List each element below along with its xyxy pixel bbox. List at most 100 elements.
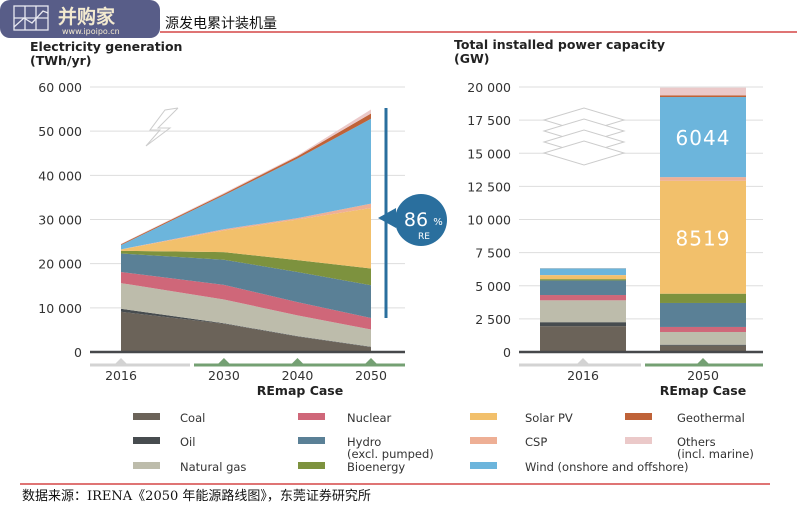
- y-tick-label: 0: [503, 345, 511, 360]
- timeline-marker: [114, 358, 128, 365]
- area-nuclear: [121, 272, 371, 330]
- legend-label: Natural gas: [180, 460, 246, 474]
- legend-label: Others: [677, 435, 716, 449]
- legend-label: CSP: [525, 435, 547, 449]
- layers-icon: [542, 140, 626, 166]
- legend-label-sub: (excl. pumped): [347, 447, 434, 461]
- timeline-marker: [290, 358, 305, 365]
- bar-segment-oil: [660, 344, 746, 346]
- lightning-icon: [145, 107, 179, 147]
- legend-swatch-coal: [133, 413, 160, 420]
- y-tick-label: 50 000: [38, 124, 82, 139]
- y-tick-label: 10 000: [38, 301, 82, 316]
- y-tick-label: 15 000: [467, 146, 511, 161]
- legend-swatch-nuclear: [298, 413, 325, 420]
- right-chart-title: Total installed power capacity: [454, 37, 665, 52]
- x-tick-label: 2050: [355, 368, 387, 383]
- bar-segment-hydro-excl-pumped: [540, 280, 626, 296]
- bar-segment-geothermal: [660, 95, 746, 98]
- re-bubble-pointer: [378, 208, 396, 228]
- area-hydro-excl-pumped: [121, 253, 371, 318]
- legend-label: Wind (onshore and offshore): [525, 460, 689, 474]
- bar-segment-solar-pv: [540, 275, 626, 280]
- bar-segment-natural-gas: [540, 300, 626, 323]
- x-tick-label: 2050: [687, 368, 719, 383]
- y-tick-label: 7 500: [475, 246, 511, 261]
- chart-logo-icon: [13, 5, 49, 31]
- timeline-marker: [696, 358, 710, 365]
- bar-segment-others-incl-marine: [660, 87, 746, 96]
- bar-segment-bioenergy: [660, 293, 746, 303]
- bar-segment-nuclear: [660, 326, 746, 332]
- bar-segment-csp: [660, 177, 746, 181]
- watermark-text: 并购家: [58, 5, 116, 28]
- bar-segment-nuclear: [540, 295, 626, 301]
- legend-swatch-csp: [470, 437, 497, 444]
- y-tick-label: 17 500: [467, 113, 511, 128]
- x-tick-label: 2016: [105, 368, 137, 383]
- legend-swatch-bioenergy: [298, 462, 325, 469]
- legend-swatch-oil: [133, 437, 160, 444]
- legend-label: Solar PV: [525, 411, 573, 425]
- y-tick-label: 40 000: [38, 168, 82, 183]
- bar-segment-natural-gas: [660, 331, 746, 345]
- bar-segment-hydro-excl-pumped: [660, 302, 746, 327]
- legend-label-sub: (incl. marine): [677, 447, 754, 461]
- area-wind-onshore-and-offshore: [121, 118, 371, 250]
- legend-label: Bioenergy: [347, 460, 405, 474]
- re-value: 86: [404, 209, 428, 231]
- x-group-label: REmap Case: [257, 383, 343, 398]
- left-chart-unit: (TWh/yr): [30, 53, 92, 68]
- y-tick-label: 20 000: [467, 80, 511, 95]
- bar-segment-wind-onshore-and-offshore: [540, 268, 626, 276]
- area-bioenergy: [121, 250, 371, 286]
- legend-label: Nuclear: [347, 411, 392, 425]
- y-tick-label: 20 000: [38, 257, 82, 272]
- y-tick-label: 60 000: [38, 80, 82, 95]
- bar-segment-solar-pv: [660, 180, 746, 294]
- timeline-marker: [576, 358, 590, 365]
- legend-swatch-geothermal: [625, 413, 652, 420]
- legend-swatch-solar-pv: [470, 413, 497, 420]
- area-oil: [121, 308, 371, 348]
- page-title: 源发电累计装机量: [165, 16, 277, 32]
- timeline-marker: [216, 358, 231, 365]
- area-csp: [121, 203, 371, 250]
- right-chart-unit: (GW): [454, 51, 489, 66]
- legend-swatch-others: [625, 437, 652, 444]
- y-tick-label: 10 000: [467, 213, 511, 228]
- y-tick-label: 30 000: [38, 213, 82, 228]
- bar-segment-coal: [540, 326, 626, 352]
- legend-label: Oil: [180, 435, 195, 449]
- legend-swatch-natural-gas: [133, 462, 160, 469]
- x-tick-label: 2040: [282, 368, 314, 383]
- y-tick-label: 12 500: [467, 179, 511, 194]
- x-tick-label: 2016: [567, 368, 599, 383]
- area-natural-gas: [121, 283, 371, 347]
- y-tick-label: 5 000: [475, 279, 511, 294]
- data-label: 8519: [676, 226, 731, 250]
- y-tick-label: 0: [74, 345, 82, 360]
- re-label: RE: [418, 232, 430, 242]
- legend-label: Hydro: [347, 435, 381, 449]
- y-tick-label: 2 500: [475, 312, 511, 327]
- data-label: 6044: [676, 126, 731, 150]
- area-coal: [121, 311, 371, 352]
- legend-swatch-hydro: [298, 437, 325, 444]
- legend-swatch-wind-onshore-and-offshore: [470, 462, 497, 469]
- re-unit: %: [433, 217, 443, 228]
- re-bubble: [395, 194, 447, 246]
- bar-segment-bioenergy: [540, 279, 626, 281]
- bar-segment-coal: [660, 345, 746, 352]
- source-note: 数据来源：IRENA《2050 年能源路线图》，东莞证券研究所: [22, 488, 371, 504]
- bar-segment-wind-onshore-and-offshore: [660, 97, 746, 178]
- watermark-url: www.ipoipo.cn: [62, 27, 120, 36]
- bar-segment-oil: [540, 322, 626, 327]
- legend-label: Geothermal: [677, 411, 745, 425]
- watermark-logo: 并购家 www.ipoipo.cn: [0, 0, 160, 38]
- x-group-label: REmap Case: [660, 383, 746, 398]
- left-chart-title: Electricity generation: [30, 39, 182, 54]
- x-tick-label: 2030: [208, 368, 240, 383]
- legend-label: Coal: [180, 411, 205, 425]
